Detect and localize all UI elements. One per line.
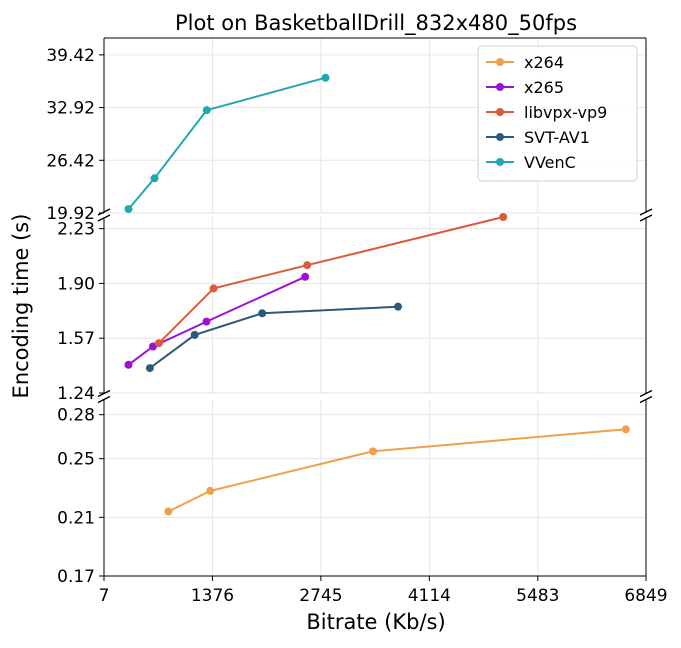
y-tick-label-bottom: 0.17 — [57, 567, 95, 587]
y-axis-label: Encoding time (s) — [9, 214, 33, 399]
legend-entry-VVenC: VVenC — [486, 153, 576, 172]
y-tick-label-middle: 1.24 — [57, 384, 95, 404]
data-point-VVenC — [321, 73, 330, 82]
y-tick-label-top: 39.42 — [46, 46, 95, 66]
y-tick-label-middle: 1.90 — [57, 274, 95, 294]
legend-swatch-marker — [496, 108, 504, 116]
series-line-x265 — [127, 275, 306, 366]
data-point-SVT-AV1 — [190, 330, 199, 339]
series-x265 — [124, 272, 310, 369]
x-tick-label: 6849 — [624, 586, 667, 606]
y-tick-label-top: 26.42 — [46, 151, 95, 171]
y-tick-label-bottom: 0.21 — [57, 508, 95, 528]
y-tick-label-middle: 2.23 — [57, 220, 95, 240]
data-point-x264 — [164, 507, 173, 516]
y-tick-label-bottom: 0.28 — [57, 406, 95, 426]
y-tick-label-bottom: 0.25 — [57, 450, 95, 470]
legend-swatch-marker — [496, 133, 504, 141]
chart-title: Plot on BasketballDrill_832x480_50fps — [175, 11, 577, 36]
data-point-x264 — [206, 486, 215, 495]
series-line-libvpx-vp9 — [158, 216, 504, 344]
y-tick-label-top: 32.92 — [46, 99, 95, 119]
legend-entry-libvpx-vp9: libvpx-vp9 — [486, 103, 607, 122]
x-tick-label: 5483 — [516, 586, 559, 606]
axis-break-mark — [639, 395, 653, 404]
data-point-x264 — [368, 447, 377, 456]
axis-break-mark — [97, 395, 111, 404]
data-point-libvpx-vp9 — [209, 284, 218, 293]
legend-swatch-marker — [496, 58, 504, 66]
legend-label: x264 — [524, 53, 564, 72]
legend-label: libvpx-vp9 — [524, 103, 607, 122]
legend-entry-SVT-AV1: SVT-AV1 — [486, 128, 590, 147]
legend-swatch-marker — [496, 158, 504, 166]
data-point-SVT-AV1 — [258, 309, 267, 318]
legend-label: SVT-AV1 — [524, 128, 590, 147]
frame-layer — [97, 37, 653, 577]
data-point-x265 — [124, 360, 133, 369]
x-axis-label: Bitrate (Kb/s) — [306, 610, 445, 634]
x-tick-label: 2745 — [299, 586, 342, 606]
data-point-VVenC — [202, 106, 211, 115]
series-layer — [124, 73, 630, 516]
axis-break-mark — [639, 389, 653, 398]
axis-break-mark — [639, 214, 653, 222]
axis-break-mark — [97, 208, 111, 216]
legend-label: x265 — [524, 78, 564, 97]
axis-break-mark — [97, 214, 111, 222]
data-point-x265 — [301, 272, 310, 281]
axis-break-mark — [639, 208, 653, 216]
data-point-libvpx-vp9 — [154, 339, 163, 348]
legend-swatch-marker — [496, 83, 504, 91]
data-point-libvpx-vp9 — [303, 261, 312, 270]
data-point-SVT-AV1 — [145, 364, 154, 373]
x-tick-label: 7 — [99, 586, 110, 606]
series-line-x264 — [167, 428, 626, 513]
legend-entry-x264: x264 — [486, 53, 564, 72]
legend-box — [477, 45, 638, 182]
x-tick-label: 4114 — [408, 586, 451, 606]
series-SVT-AV1 — [145, 302, 403, 373]
series-line-SVT-AV1 — [149, 305, 399, 369]
series-x264 — [164, 425, 630, 516]
y-tick-label-middle: 1.57 — [57, 329, 95, 349]
data-point-x265 — [202, 317, 211, 326]
legend-entry-x265: x265 — [486, 78, 564, 97]
series-line-VVenC — [127, 76, 326, 210]
data-point-VVenC — [124, 205, 133, 214]
tick-layer: 19.92 26.42 32.92 39.42 1.24 1.57 1.90 2.23 0.17… — [46, 46, 667, 606]
series-VVenC — [124, 73, 330, 214]
data-point-x265 — [149, 342, 158, 351]
data-point-VVenC — [150, 174, 159, 183]
x-tick-label: 1376 — [191, 586, 234, 606]
data-point-x264 — [621, 425, 630, 434]
legend-label: VVenC — [524, 153, 576, 172]
series-libvpx-vp9 — [154, 213, 508, 348]
y-tick-label-top: 19.92 — [46, 204, 95, 224]
data-point-SVT-AV1 — [394, 302, 403, 311]
legend: x264 x265 libvpx-vp9 SVT-AV1 VVenC — [477, 45, 638, 182]
data-point-libvpx-vp9 — [499, 213, 508, 221]
